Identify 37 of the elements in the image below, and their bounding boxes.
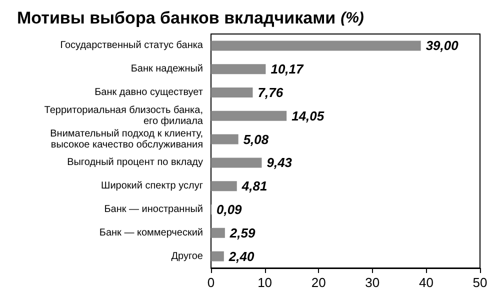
- bar: [211, 40, 421, 51]
- bar: [211, 64, 266, 74]
- data-label: 2,59: [228, 225, 256, 240]
- y-tick-label: Банк — коммерческий: [99, 227, 203, 238]
- x-tick-label: 0: [207, 275, 215, 290]
- data-label: 5,08: [243, 132, 270, 147]
- y-tick-label: Территориальная близость банка, его филиала: [44, 104, 204, 127]
- bar: [211, 158, 262, 168]
- data-label: 0,09: [216, 202, 243, 217]
- x-tick-label: 30: [365, 275, 380, 290]
- bar: [211, 228, 225, 238]
- data-label: 2,40: [228, 248, 255, 264]
- data-label: 9,43: [266, 155, 293, 170]
- y-tick-label: Другое: [171, 250, 204, 262]
- y-tick-label: Государственный статус банка: [60, 40, 204, 52]
- chart-title: Мотивы выбора банков вкладчиками: [17, 8, 336, 28]
- y-tick-label: Выгодный процент по вкладу: [67, 157, 203, 168]
- x-tick-label: 20: [311, 275, 326, 290]
- y-tick-label: Широкий спектр услуг: [101, 180, 204, 192]
- bar: [211, 134, 238, 144]
- data-label: 4,81: [240, 178, 268, 194]
- chart-subtitle: (%): [340, 10, 364, 26]
- bar: [211, 251, 224, 262]
- x-tick-label: 40: [418, 275, 434, 290]
- data-label: 14,05: [292, 108, 325, 124]
- y-tick-label: Внимательный подход к клиенту, высокое качество обслуживания: [50, 128, 203, 150]
- y-tick-label: Банк давно существует: [94, 87, 204, 98]
- data-label: 10,17: [270, 62, 304, 77]
- data-label: 7,76: [258, 85, 284, 100]
- bar: [211, 88, 253, 98]
- bar: [211, 181, 237, 192]
- bar: [211, 110, 287, 121]
- data-label: 39,00: [426, 38, 460, 54]
- y-tick-label: Банк — иностранный: [104, 204, 203, 215]
- y-tick-label: Банк надежный: [130, 64, 203, 75]
- x-tick-label: 50: [472, 275, 488, 290]
- x-tick-label: 10: [258, 275, 272, 290]
